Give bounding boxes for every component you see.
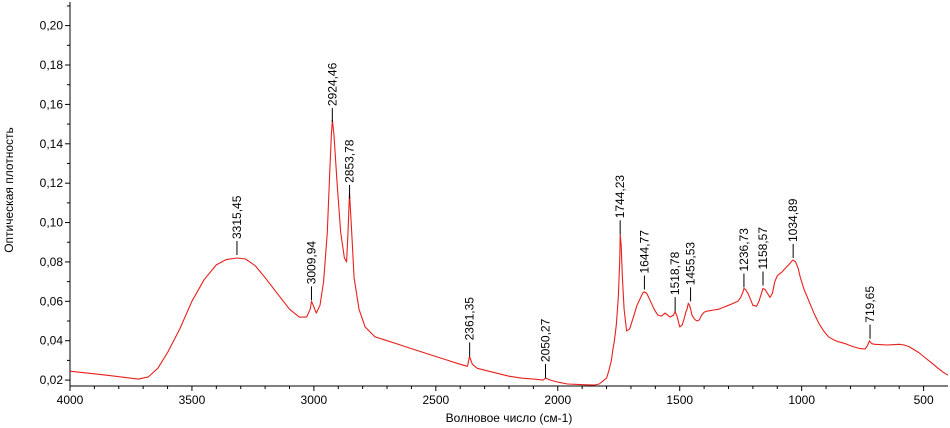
x-tick-label: 3000 <box>301 393 328 407</box>
x-tick-label: 1500 <box>666 393 693 407</box>
peak-label: 1455,53 <box>684 242 698 286</box>
y-tick-label: 0,14 <box>40 137 64 151</box>
x-tick-label: 2000 <box>544 393 571 407</box>
peak-label: 1644,77 <box>637 230 651 274</box>
peak-label: 1158,57 <box>756 227 770 270</box>
y-tick-label: 0,08 <box>40 255 64 269</box>
peak-label: 1518,78 <box>668 251 682 295</box>
peak-label: 2924,46 <box>325 62 339 106</box>
peak-label: 1744,23 <box>613 175 627 219</box>
y-tick-label: 0,18 <box>40 58 64 72</box>
spectrum-line <box>69 119 949 386</box>
y-tick-label: 0,20 <box>40 19 64 33</box>
peak-label: 1034,89 <box>786 198 800 242</box>
x-tick-label: 1000 <box>788 393 815 407</box>
y-axis-title: Оптическая плотность <box>2 127 16 253</box>
y-tick-label: 0,12 <box>40 176 64 190</box>
y-ticks: 0,02 0,04 0,06 0,08 0,10 0,12 0,14 0,16 0,18 0,20 <box>40 5 70 387</box>
y-tick-label: 0,04 <box>40 334 64 348</box>
x-tick-label: 500 <box>914 393 934 407</box>
x-tick-label: 2500 <box>422 393 449 407</box>
x-tick-label: 3500 <box>179 393 206 407</box>
peak-label: 3009,94 <box>305 241 319 285</box>
x-tick-label: 4000 <box>57 393 84 407</box>
peak-label: 719,65 <box>863 286 877 323</box>
peak-label: 2050,27 <box>539 318 553 362</box>
y-tick-label: 0,02 <box>40 373 64 387</box>
x-ticks: 4000 3500 3000 2500 2000 1500 1000 500 <box>57 386 934 407</box>
y-tick-label: 0,16 <box>40 97 64 111</box>
x-axis-title: Волновое число (см-1) <box>446 411 573 425</box>
peak-label: 2361,35 <box>463 297 477 341</box>
peak-markers: 3315,45 3009,94 2924,46 2853,78 2361,35 2050,… <box>230 62 877 379</box>
axes <box>69 2 948 387</box>
peak-label: 3315,45 <box>230 195 244 239</box>
y-tick-label: 0,06 <box>40 294 64 308</box>
peak-label: 1236,73 <box>737 228 751 272</box>
y-tick-label: 0,10 <box>40 216 64 230</box>
peak-label: 2853,78 <box>343 139 357 183</box>
